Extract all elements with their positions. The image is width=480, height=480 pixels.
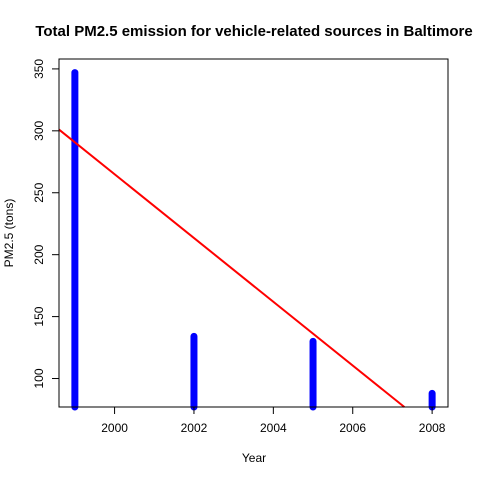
y-tick-label-200: 200 bbox=[32, 244, 46, 264]
y-tick-label-350: 350 bbox=[32, 59, 46, 79]
y-tick-label-100: 100 bbox=[32, 368, 46, 388]
y-tick-label-150: 150 bbox=[32, 306, 46, 326]
x-axis-label: Year bbox=[242, 451, 266, 465]
y-tick-label-300: 300 bbox=[32, 120, 46, 140]
y-tick-label-250: 250 bbox=[32, 182, 46, 202]
x-tick-label-2002: 2002 bbox=[181, 421, 208, 435]
x-tick-label-2000: 2000 bbox=[101, 421, 128, 435]
y-axis-label: PM2.5 (tons) bbox=[2, 199, 16, 268]
x-tick-label-2004: 2004 bbox=[260, 421, 287, 435]
x-tick-label-2006: 2006 bbox=[339, 421, 366, 435]
chart-title: Total PM2.5 emission for vehicle-related… bbox=[35, 23, 472, 40]
x-tick-label-2008: 2008 bbox=[419, 421, 446, 435]
